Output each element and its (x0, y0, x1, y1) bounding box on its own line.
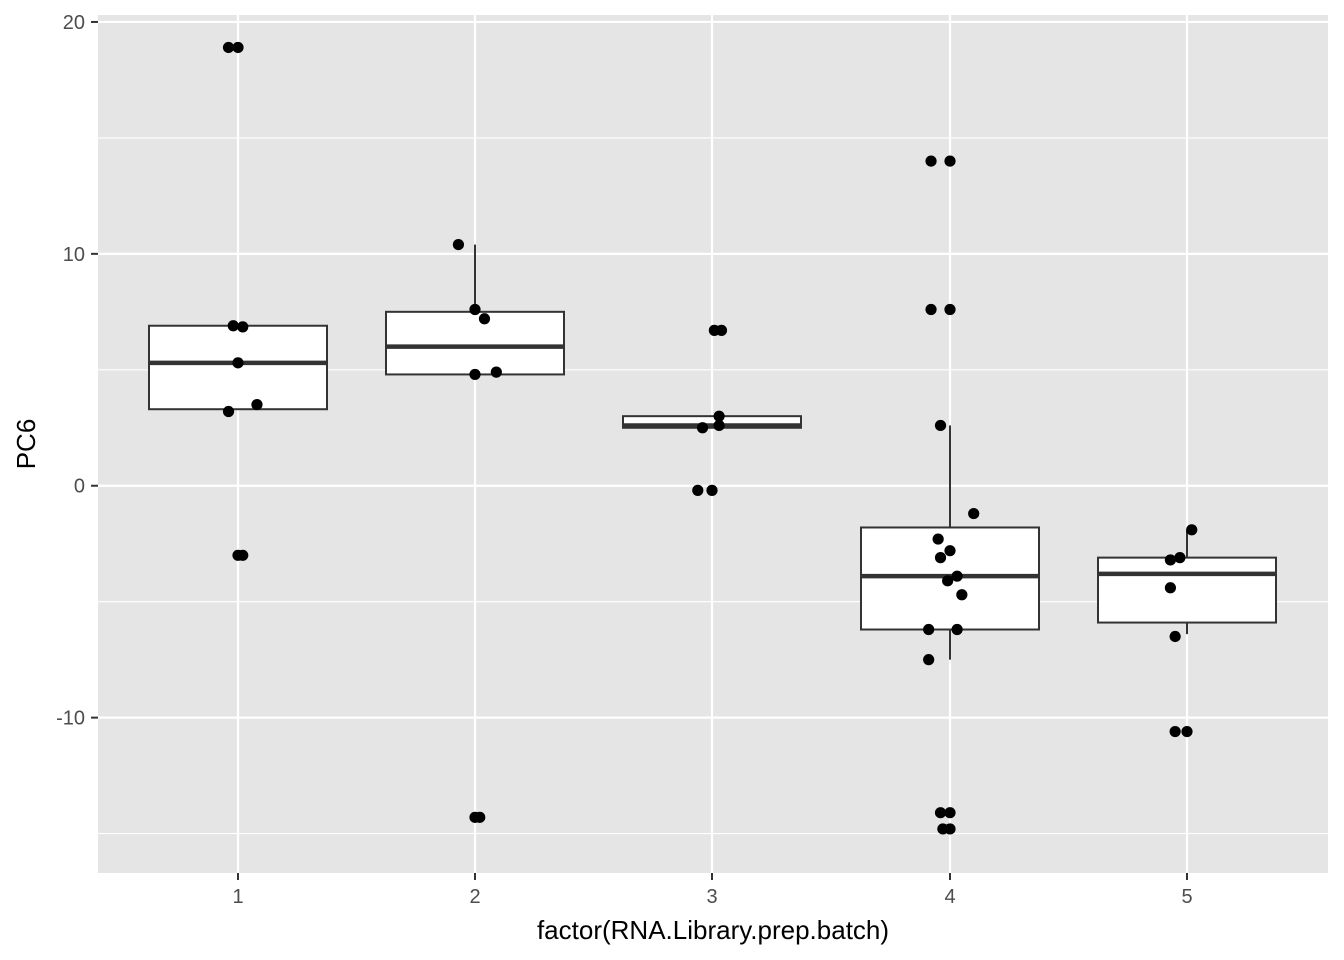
data-point (923, 654, 935, 666)
data-point (1174, 552, 1186, 564)
data-point (237, 549, 249, 561)
data-point (469, 303, 481, 316)
data-point (232, 357, 244, 369)
x-axis-title: factor(RNA.Library.prep.batch) (537, 915, 889, 945)
data-point (715, 324, 728, 336)
data-point (923, 623, 935, 636)
y-axis-title: PC6 (11, 419, 41, 470)
data-point (1186, 524, 1198, 536)
data-point (934, 807, 947, 819)
data-point (951, 623, 963, 636)
boxplot-3 (622, 415, 802, 429)
data-point (713, 419, 725, 432)
y-axis: -10 0 10 20 (56, 12, 98, 730)
data-point (1164, 582, 1177, 594)
x-axis: 1 2 3 4 5 (232, 873, 1193, 908)
data-point (932, 533, 944, 545)
x-tick-label: 2 (469, 886, 480, 908)
data-point (1169, 630, 1181, 643)
data-point (469, 368, 481, 381)
x-tick-label: 4 (944, 886, 955, 908)
x-tick-label: 5 (1181, 886, 1192, 908)
data-point (452, 238, 465, 251)
data-point (692, 484, 704, 496)
box-iqr (385, 310, 565, 376)
data-point (956, 589, 968, 601)
y-tick-label: 20 (63, 12, 85, 34)
data-point (925, 155, 937, 167)
data-point (942, 575, 954, 587)
data-point (227, 320, 239, 332)
x-tick-label: 1 (232, 886, 243, 908)
data-point (474, 811, 486, 823)
data-point (222, 41, 235, 54)
data-point (251, 398, 263, 411)
data-point (968, 507, 980, 520)
data-points (222, 41, 1198, 835)
data-point (232, 41, 244, 54)
data-point (237, 321, 249, 333)
data-point (1169, 725, 1181, 738)
data-point (222, 405, 235, 418)
data-point (490, 366, 502, 378)
data-point (951, 570, 963, 582)
data-point (944, 303, 956, 316)
box-iqr (1097, 556, 1277, 624)
y-tick-label: -10 (56, 708, 85, 730)
data-point (706, 484, 718, 496)
data-point (944, 155, 956, 167)
data-point (944, 545, 956, 557)
data-point (478, 313, 491, 325)
boxplot-5 (1097, 529, 1277, 635)
data-point (1181, 725, 1193, 738)
data-point (934, 419, 947, 432)
y-tick-label: 0 (74, 476, 85, 498)
data-point (696, 422, 709, 434)
box-iqr (622, 415, 802, 429)
data-point (944, 807, 956, 819)
data-point (713, 410, 725, 422)
data-point (934, 552, 947, 564)
x-tick-label: 3 (706, 886, 717, 908)
y-tick-label: 10 (63, 244, 85, 266)
data-point (1164, 554, 1177, 566)
data-point (925, 303, 937, 316)
data-point (944, 823, 956, 835)
